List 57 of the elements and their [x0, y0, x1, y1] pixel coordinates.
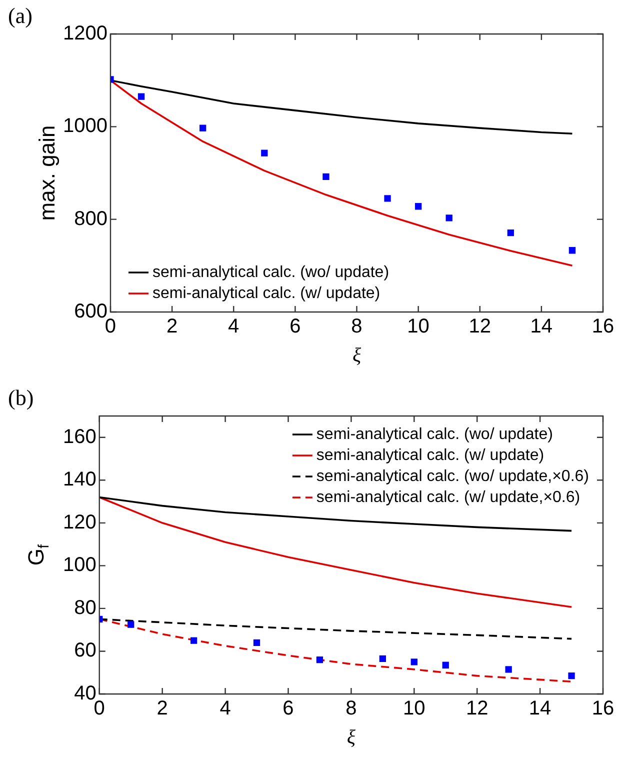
legend-label: semi-analytical calc. (wo/ update)	[316, 426, 553, 443]
x-tick-label: 8	[351, 316, 362, 338]
point	[200, 124, 206, 132]
x-tick-label: 12	[468, 316, 491, 338]
y-tick-label: 60	[74, 640, 96, 662]
point	[384, 195, 391, 202]
x-tick-label: 4	[220, 698, 231, 720]
point	[379, 655, 386, 662]
x-tick-label: 6	[282, 698, 294, 720]
point	[446, 214, 452, 222]
x-tick-label: 8	[346, 698, 357, 720]
y-tick-label: 120	[62, 511, 96, 534]
y-tick-label: 160	[62, 426, 96, 448]
y-tick-label: 800	[74, 208, 108, 230]
point	[410, 658, 418, 666]
x-axis-title: ξ	[346, 726, 356, 748]
legend-label: semi-analytical calc. (w/ update)	[152, 284, 380, 302]
point	[316, 656, 324, 664]
y-tick-label: 140	[62, 468, 96, 491]
x-tick-label: 0	[104, 316, 116, 338]
point	[128, 621, 134, 628]
y-axis-title: max. gain	[34, 125, 60, 221]
x-axis-title: ξ	[352, 344, 362, 366]
x-tick-label: 16	[592, 698, 614, 720]
x-tick-label: 2	[156, 698, 168, 720]
legend-label: semi-analytical calc. (w/ update,×0.6)	[316, 488, 580, 506]
x-tick-label: 14	[528, 698, 552, 720]
legend-label: semi-analytical calc. (w/ update)	[316, 446, 544, 464]
point	[253, 639, 260, 646]
point	[261, 150, 268, 156]
x-tick-label: 14	[530, 316, 553, 338]
chart-title: (b)	[8, 384, 34, 410]
chart-title: (a)	[8, 2, 32, 28]
point	[442, 662, 449, 668]
point	[568, 672, 575, 680]
x-tick-label: 16	[592, 316, 614, 338]
point	[414, 203, 422, 210]
point	[507, 229, 514, 236]
y-tick-label: 100	[62, 554, 96, 576]
legend-label: semi-analytical calc. (wo/ update)	[152, 264, 390, 281]
y-tick-label: 80	[74, 596, 96, 619]
y-axis-title: Gf	[23, 544, 53, 566]
point	[505, 666, 512, 673]
x-tick-label: 10	[403, 698, 426, 720]
point	[568, 247, 576, 254]
x-tick-label: 2	[166, 316, 178, 338]
x-tick-label: 12	[466, 698, 488, 720]
x-tick-label: 0	[94, 698, 105, 720]
point	[138, 93, 145, 100]
x-tick-label: 10	[407, 316, 430, 338]
point	[322, 173, 330, 180]
legend-label: semi-analytical calc. (wo/ update,×0.6)	[316, 468, 590, 485]
y-tick-label: 1000	[62, 115, 108, 138]
x-tick-label: 4	[228, 316, 240, 338]
point	[190, 637, 198, 644]
x-tick-label: 6	[290, 316, 301, 338]
y-tick-label: 1200	[62, 22, 108, 45]
